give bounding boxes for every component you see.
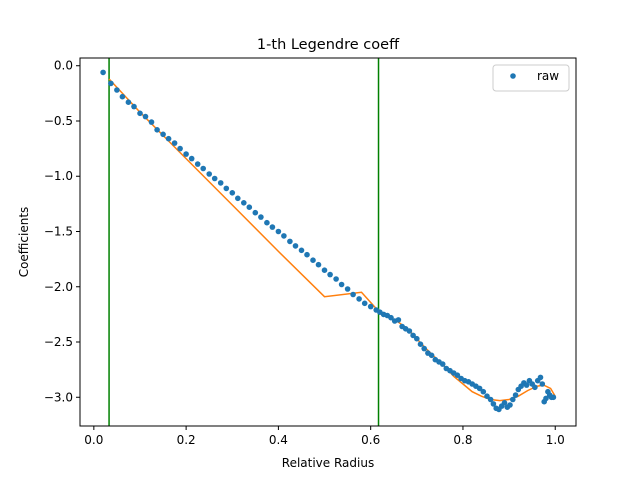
raw-point (344, 286, 351, 292)
raw-point (137, 110, 143, 117)
y-axis-ticks: 0.0 −0.5 −1.0 −1.5 −2.0 −2.5 −3.0 (44, 59, 80, 404)
raw-point (223, 185, 230, 192)
plot-frame (79, 57, 577, 427)
raw-point (414, 335, 420, 342)
raw-point (108, 80, 114, 87)
raw-point (361, 300, 368, 307)
raw-point (428, 352, 435, 359)
y-tick-label: −0.5 (44, 114, 73, 128)
raw-point (356, 296, 362, 302)
raw-point (183, 151, 189, 157)
raw-point (194, 161, 201, 167)
raw-point (338, 281, 345, 288)
raw-point (200, 165, 206, 172)
raw-point (395, 317, 402, 323)
raw-point (131, 103, 137, 110)
raw-point (275, 228, 282, 235)
x-tick-label: 1.0 (546, 433, 565, 447)
raw-point (188, 155, 195, 162)
raw-point (510, 396, 516, 403)
raw-point (507, 402, 513, 408)
raw-point (410, 332, 416, 339)
y-tick-label: −2.5 (44, 335, 73, 349)
raw-point (532, 384, 538, 391)
raw-point (211, 175, 218, 182)
chart-title: 1-th Legendre coeff (257, 37, 400, 53)
legend: raw (492, 64, 570, 92)
raw-point (333, 276, 339, 282)
raw-point (439, 361, 446, 367)
raw-point (171, 140, 178, 146)
raw-point (523, 382, 530, 388)
x-tick-label: 0.0 (84, 433, 103, 447)
raw-point (310, 257, 316, 264)
raw-point (154, 127, 160, 133)
raw-point (258, 214, 264, 220)
raw-point (539, 381, 546, 387)
raw-point (421, 345, 428, 352)
raw-point (160, 131, 166, 138)
raw-points-series (100, 69, 557, 413)
raw-point (327, 271, 333, 278)
raw-point (550, 394, 557, 401)
raw-point (177, 145, 183, 152)
raw-point (388, 314, 394, 321)
raw-point (235, 195, 241, 202)
raw-point (484, 393, 490, 400)
raw-point (287, 238, 293, 245)
vertical-lines (108, 58, 380, 426)
raw-point (241, 200, 247, 206)
raw-point (315, 261, 322, 268)
raw-point (490, 401, 497, 407)
x-tick-label: 0.6 (361, 433, 380, 447)
raw-point (480, 388, 487, 395)
y-tick-label: −3.0 (44, 390, 73, 404)
raw-point (543, 395, 549, 402)
raw-point (125, 99, 132, 105)
raw-point (304, 251, 310, 258)
raw-point (269, 224, 276, 230)
legend-box (492, 64, 570, 92)
y-tick-label: 0.0 (54, 59, 73, 73)
y-tick-label: −2.0 (44, 280, 73, 294)
raw-point (252, 209, 259, 216)
raw-point (406, 328, 413, 334)
raw-point (487, 396, 494, 403)
raw-point (246, 204, 253, 210)
y-axis-label: Coefficients (17, 207, 31, 278)
legend-label-raw: raw (537, 69, 559, 83)
raw-point (417, 341, 424, 348)
x-axis-ticks: 0.0 0.2 0.4 0.6 0.8 1.0 (84, 426, 565, 447)
y-tick-label: −1.5 (44, 225, 73, 239)
raw-point (454, 372, 461, 379)
y-tick-label: −1.0 (44, 169, 73, 183)
raw-point (119, 93, 126, 100)
raw-point (114, 87, 120, 93)
raw-point (165, 135, 172, 142)
raw-point (217, 180, 224, 186)
raw-point (321, 267, 328, 274)
raw-point (206, 171, 212, 177)
x-axis-label: Relative Radius (282, 456, 374, 470)
raw-point (292, 243, 299, 249)
raw-point (298, 247, 305, 254)
raw-point (142, 113, 149, 120)
raw-point (350, 291, 356, 298)
raw-point (100, 69, 106, 76)
x-tick-label: 0.4 (269, 433, 288, 447)
raw-point (476, 385, 483, 392)
raw-point (264, 219, 270, 226)
raw-point (537, 374, 544, 381)
raw-point (367, 303, 374, 310)
x-tick-label: 0.2 (177, 433, 196, 447)
raw-point (148, 119, 155, 125)
raw-point (229, 190, 236, 196)
raw-point (281, 233, 287, 239)
legend-marker-raw (510, 73, 516, 79)
x-tick-label: 0.8 (453, 433, 472, 447)
raw-point (512, 392, 519, 398)
raw-point (501, 400, 508, 406)
